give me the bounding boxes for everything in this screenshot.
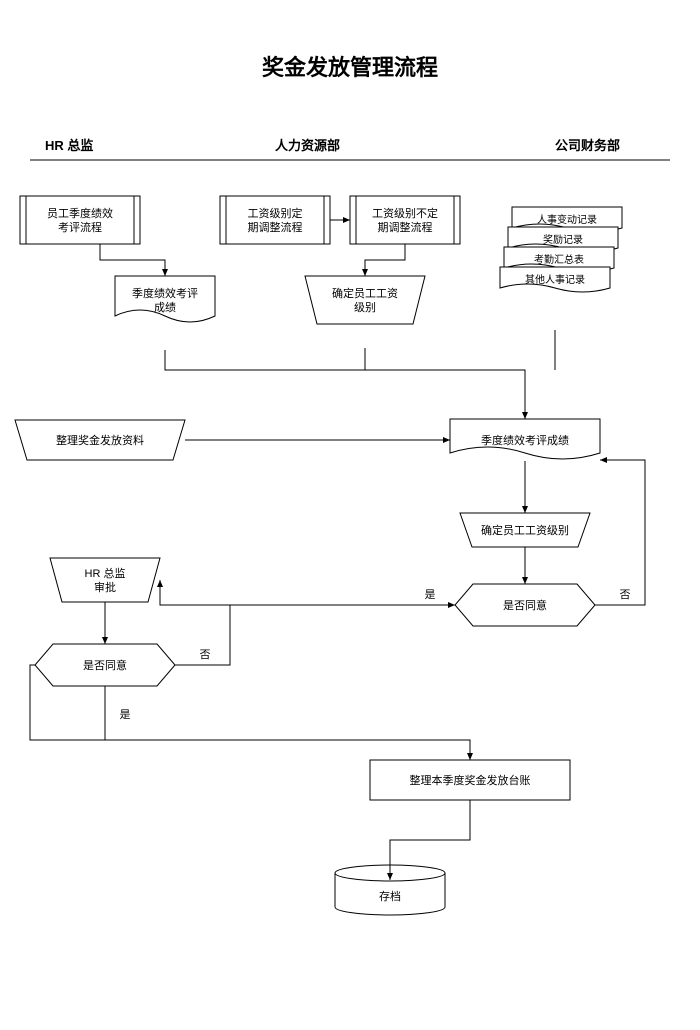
svg-text:奖励记录: 奖励记录 — [543, 233, 583, 246]
svg-text:人力资源部: 人力资源部 — [275, 138, 340, 153]
svg-text:是否同意: 是否同意 — [503, 598, 547, 612]
svg-text:成绩: 成绩 — [154, 301, 176, 314]
svg-text:季度绩效考评成绩: 季度绩效考评成绩 — [481, 433, 569, 447]
svg-text:级别: 级别 — [354, 301, 376, 314]
svg-text:公司财务部: 公司财务部 — [555, 138, 620, 153]
svg-text:确定员工工资级别: 确定员工工资级别 — [481, 523, 569, 537]
svg-text:工资级别不定: 工资级别不定 — [372, 206, 438, 220]
svg-text:否: 否 — [620, 589, 631, 601]
svg-text:HR 总监: HR 总监 — [45, 138, 93, 153]
svg-text:否: 否 — [200, 649, 211, 661]
svg-text:审批: 审批 — [94, 580, 116, 594]
svg-text:确定员工工资: 确定员工工资 — [332, 286, 398, 300]
svg-text:工资级别定: 工资级别定 — [248, 206, 303, 220]
svg-text:考评流程: 考评流程 — [58, 220, 102, 234]
svg-text:员工季度绩效: 员工季度绩效 — [47, 206, 113, 220]
svg-text:期调整流程: 期调整流程 — [378, 220, 433, 234]
svg-text:期调整流程: 期调整流程 — [248, 220, 303, 234]
svg-text:整理奖金发放资料: 整理奖金发放资料 — [56, 433, 144, 447]
svg-text:奖金发放管理流程: 奖金发放管理流程 — [262, 55, 438, 80]
svg-text:HR 总监: HR 总监 — [85, 566, 126, 580]
svg-text:整理本季度奖金发放台账: 整理本季度奖金发放台账 — [410, 773, 531, 787]
svg-text:人事变动记录: 人事变动记录 — [537, 213, 597, 226]
svg-text:存档: 存档 — [379, 889, 401, 903]
svg-text:考勤汇总表: 考勤汇总表 — [534, 253, 584, 266]
svg-text:是: 是 — [425, 588, 436, 601]
svg-text:其他人事记录: 其他人事记录 — [525, 273, 585, 286]
svg-text:季度绩效考评: 季度绩效考评 — [132, 286, 198, 300]
svg-text:是否同意: 是否同意 — [83, 658, 127, 672]
svg-text:是: 是 — [120, 708, 131, 721]
